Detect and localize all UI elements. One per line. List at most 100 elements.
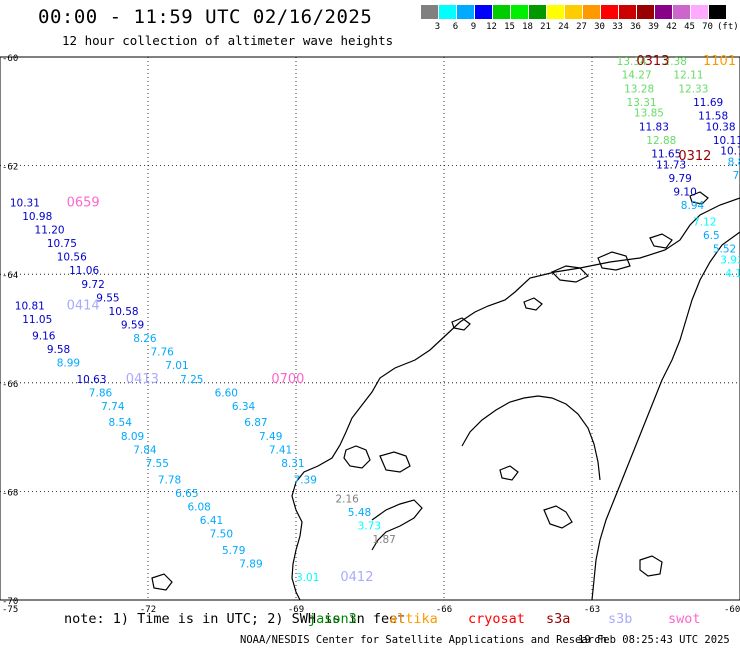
longitude-tick-label: -63 bbox=[584, 605, 600, 615]
colorbar-tick-label: 36 bbox=[630, 22, 641, 32]
colorbar-swatch bbox=[709, 5, 726, 19]
wave-height-value: 6.65 bbox=[175, 488, 198, 500]
legend-item-altika: altika bbox=[389, 611, 438, 627]
colorbar-tick-label: 3 bbox=[434, 22, 441, 32]
colorbar-tick-label: 42 bbox=[666, 22, 677, 32]
longitude-tick-label: -72 bbox=[140, 605, 156, 615]
wave-height-value: 8.54 bbox=[109, 417, 133, 429]
wave-height-value: 1.87 bbox=[372, 534, 395, 546]
wave-height-value: 9.10 bbox=[673, 186, 696, 198]
pass-time-label: 0413 bbox=[126, 372, 159, 387]
colorbar-tick-label: 21 bbox=[540, 22, 551, 32]
coastline-island-i bbox=[543, 505, 573, 529]
coastline-island-c bbox=[550, 265, 590, 283]
coastline-island-h bbox=[523, 297, 543, 311]
wave-height-value: 7.84 bbox=[133, 444, 157, 456]
pass-time-label: 0312 bbox=[678, 149, 711, 164]
wave-height-value: 11.58 bbox=[698, 110, 728, 122]
wave-height-value: 6.34 bbox=[232, 401, 256, 413]
wave-height-value: 7.55 bbox=[146, 458, 169, 470]
wave-height-value: 9.72 bbox=[81, 279, 104, 291]
colorbar-swatch bbox=[637, 5, 654, 19]
colorbar-tick-label: 15 bbox=[504, 22, 515, 32]
wave-height-value: 9.16 bbox=[32, 330, 56, 342]
coastline-island-a bbox=[343, 445, 371, 469]
coastline-island-g bbox=[451, 317, 471, 331]
legend-item-s3b: s3b bbox=[608, 611, 633, 627]
colorbar-swatch bbox=[439, 5, 456, 19]
wave-height-value: 2.16 bbox=[335, 493, 359, 505]
colorbar-tick-label: 6 bbox=[452, 22, 459, 32]
wave-height-value: 10.98 bbox=[22, 211, 52, 223]
wave-height-value: 6.87 bbox=[244, 417, 267, 429]
wave-height-value: 13.34 bbox=[617, 56, 647, 68]
wave-height-value: 7.12 bbox=[693, 216, 716, 228]
colorbar-tick-label: 30 bbox=[594, 22, 605, 32]
pass-time-label: 0313 bbox=[636, 54, 669, 69]
wave-height-value: 5.48 bbox=[348, 507, 371, 519]
pass-time-labels: 0313 1101 0312 0659 0414 0413 0700 0412 bbox=[67, 54, 736, 585]
wave-height-value: 9.58 bbox=[47, 344, 70, 356]
wave-height-value: 3.93 bbox=[720, 254, 740, 266]
wave-height-value: 13.31 bbox=[627, 97, 657, 109]
wave-height-value: 11.73 bbox=[656, 159, 686, 171]
coastline-island-e bbox=[689, 191, 709, 205]
wave-height-value: 9.59 bbox=[121, 320, 144, 332]
pass-time-label: 0700 bbox=[271, 372, 304, 387]
coastline-island-b bbox=[379, 451, 411, 473]
colorbar-swatch bbox=[583, 5, 600, 19]
wave-height-value: 2.38 bbox=[664, 56, 687, 68]
wave-height-value: 6.5 bbox=[703, 230, 720, 242]
wave-height-value: 13.85 bbox=[634, 108, 664, 120]
wave-height-value: 7.01 bbox=[165, 360, 188, 372]
wave-height-value: 7.39 bbox=[294, 474, 317, 486]
legend-item-s3a: s3a bbox=[546, 611, 571, 627]
wave-height-value: 9.79 bbox=[668, 173, 691, 185]
wave-height-value: 8.26 bbox=[133, 333, 157, 345]
longitude-tick-label: -60 bbox=[724, 605, 740, 615]
wave-height-value: 14.27 bbox=[622, 70, 652, 82]
wave-height-value: 6.60 bbox=[215, 387, 238, 399]
wave-height-value: 8.94 bbox=[681, 200, 705, 212]
wave-height-value: 11.06 bbox=[69, 265, 99, 277]
colorbar-swatch bbox=[565, 5, 582, 19]
axis-tick-labels: -75 -72 -69 -66 -63 -60 -60 -62 -64 -66 -68 -70 bbox=[2, 54, 740, 615]
longitude-tick-label: -75 bbox=[2, 605, 18, 615]
wave-height-value: 10.31 bbox=[10, 197, 40, 209]
wave-height-value: 7.50 bbox=[210, 529, 233, 541]
wave-height-value: 10.58 bbox=[109, 306, 139, 318]
wave-height-value: 10.63 bbox=[76, 374, 106, 386]
colorbar-tick-label: 18 bbox=[522, 22, 533, 32]
wave-height-value: 4.17 bbox=[725, 268, 740, 280]
wave-height-value: 8.09 bbox=[121, 431, 144, 443]
colorbar-tick-label: 9 bbox=[470, 22, 477, 32]
wave-height-value: 10.81 bbox=[15, 300, 45, 312]
footer-note: note: 1) Time is in UTC; 2) SWH is in fe… bbox=[64, 611, 406, 627]
latitude-tick-label: -64 bbox=[2, 271, 18, 281]
colorbar-tick-label: 33 bbox=[612, 22, 623, 32]
colorbar-swatch bbox=[457, 5, 474, 19]
credit-text: NOAA/NESDIS Center for Satellite Applica… bbox=[240, 634, 607, 646]
pass-time-label: 0414 bbox=[67, 298, 100, 313]
colorbar-tick-label: 27 bbox=[576, 22, 587, 32]
wave-height-value: 10.75 bbox=[47, 238, 77, 250]
wave-height-value: 11.69 bbox=[693, 97, 723, 109]
wave-height-value: 3.73 bbox=[358, 520, 381, 532]
wave-height-value: 3.01 bbox=[296, 572, 319, 584]
map-frame bbox=[0, 56, 740, 601]
pass-time-label: 0659 bbox=[67, 195, 100, 210]
latitude-tick-label: -62 bbox=[2, 163, 18, 173]
coastline-antarctic-peninsula bbox=[291, 197, 740, 601]
wave-height-value: 7.78 bbox=[158, 474, 181, 486]
wave-height-value: 10.38 bbox=[705, 121, 735, 133]
coastline-island-f bbox=[649, 233, 673, 249]
wave-height-value: 6.08 bbox=[187, 501, 210, 513]
pass-time-label: 0412 bbox=[340, 570, 373, 585]
latitude-tick-label: -70 bbox=[2, 597, 18, 607]
wave-height-value: 6.41 bbox=[200, 515, 223, 527]
wave-height-value: 7.5 bbox=[733, 170, 740, 182]
wave-height-value: 9.55 bbox=[96, 292, 119, 304]
coastline-island-k bbox=[639, 555, 663, 577]
